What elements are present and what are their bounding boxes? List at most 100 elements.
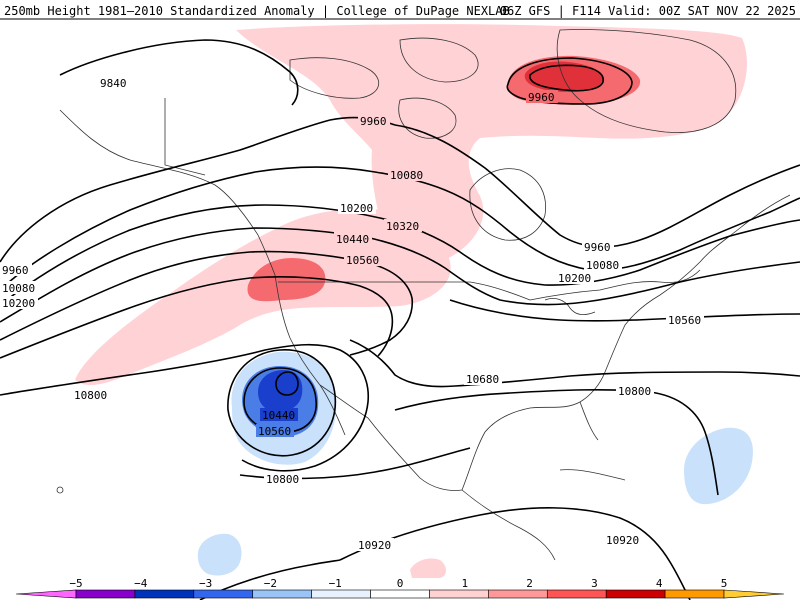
colorbar-swatch [488, 589, 548, 599]
label-10200-c: 10200 [2, 297, 35, 310]
alaska-coast [59, 109, 259, 236]
arctic-islands-1 [289, 57, 380, 99]
contour-labels: 9840 9960 9960 9960 9960 10080 10080 100… [0, 76, 704, 552]
label-9960-d: 9960 [2, 264, 29, 277]
label-10920-b: 10920 [606, 534, 639, 547]
colorbar-tick-label: 3 [591, 577, 598, 590]
anomaly-shading [75, 24, 753, 578]
contour-10320 [0, 227, 800, 323]
contour-low-outer [227, 349, 337, 457]
negative-anomaly-baja-core [258, 370, 303, 412]
us-canada-border [278, 269, 701, 301]
colorbar-swatch [664, 589, 725, 599]
canada-east-coast [699, 194, 791, 263]
label-10800-b: 10800 [618, 385, 651, 398]
colorbar-tick-label: −4 [134, 577, 148, 590]
contour-9840 [59, 39, 299, 106]
label-9840: 9840 [100, 77, 127, 90]
label-10680: 10680 [466, 373, 499, 386]
colorbar-swatch [429, 589, 489, 599]
colorbar-swatch [134, 589, 195, 599]
cuba [559, 469, 626, 481]
label-10080-a: 10080 [390, 169, 423, 182]
contour-10560-east [449, 299, 800, 322]
bc-coast [257, 234, 276, 276]
colorbar-tick-label: 4 [656, 577, 663, 590]
colorbar-swatch [370, 589, 430, 599]
colorbar-tick-label: −1 [329, 577, 342, 590]
baja-coast [319, 384, 346, 436]
gulf-coast [461, 371, 606, 491]
geography [56, 29, 791, 561]
label-9960-a: 9960 [360, 115, 387, 128]
contour-10200 [0, 204, 800, 306]
contour-10920-west [199, 559, 341, 600]
label-9960-b: 9960 [528, 91, 555, 104]
alaska-border [164, 98, 206, 176]
colorbar-swatches [15, 589, 785, 599]
colorbar-tick-label: 5 [721, 577, 728, 590]
arctic-islands-3 [398, 97, 457, 139]
hawaii [56, 486, 64, 494]
contour-9960-inner [529, 64, 605, 92]
label-10200-a: 10200 [340, 202, 373, 215]
us-west-coast [274, 274, 369, 419]
contour-10920 [339, 507, 691, 600]
colorbar-extend-low [15, 589, 77, 599]
colorbar-tick-label: −2 [264, 577, 277, 590]
colorbar-tick-label: −3 [199, 577, 212, 590]
colorbar-extend-high [723, 589, 785, 599]
central-america [461, 489, 556, 561]
us-east-coast [604, 261, 701, 373]
great-lakes [544, 298, 596, 316]
contour-low-inner [275, 371, 299, 396]
contour-10080 [0, 166, 800, 291]
model-run-info: 06Z GFS | F114 Valid: 00Z SAT NOV 22 202… [499, 4, 796, 18]
contour-9960-west [0, 116, 396, 263]
colorbar-tick-label: −5 [69, 577, 82, 590]
label-10560-a: 10560 [346, 254, 379, 267]
colorbar: −5 −4 −3 −2 −1 0 1 2 3 4 5 [15, 577, 785, 599]
contour-10560-upper [0, 276, 394, 359]
colorbar-swatch [605, 589, 666, 599]
label-10320: 10320 [386, 220, 419, 233]
colorbar-tick-label: 2 [526, 577, 533, 590]
colorbar-tick-label: 1 [461, 577, 468, 590]
label-10560-c: 10560 [258, 425, 291, 438]
colorbar-swatch [252, 589, 312, 599]
florida [579, 401, 599, 441]
colorbar-swatch [311, 589, 371, 599]
label-10080-b: 10080 [586, 259, 619, 272]
colorbar-tick-label: 0 [397, 577, 404, 590]
map-title: 250mb Height 1981–2010 Standardized Anom… [4, 4, 510, 18]
positive-anomaly-west-core [247, 258, 326, 302]
contour-10800-low [0, 343, 370, 472]
positive-anomaly-south [410, 558, 446, 578]
colorbar-swatch [193, 589, 254, 599]
label-10800-c: 10800 [266, 473, 299, 486]
contour-10800-east [394, 388, 719, 496]
label-10920-a: 10920 [358, 539, 391, 552]
label-10080-c: 10080 [2, 282, 35, 295]
label-10560-b: 10560 [668, 314, 701, 327]
colorbar-ticks: −5 −4 −3 −2 −1 0 1 2 3 4 5 [69, 577, 727, 590]
greenland [556, 29, 737, 133]
label-10440-a: 10440 [336, 233, 369, 246]
contour-10440 [0, 250, 414, 356]
hudson-bay [469, 168, 547, 241]
label-9960-c: 9960 [584, 241, 611, 254]
arctic-islands-2 [399, 37, 479, 83]
negative-anomaly-atlantic [684, 427, 753, 505]
positive-anomaly-arctic-core [524, 61, 603, 92]
mexico-west-coast [367, 417, 463, 491]
label-10800-a: 10800 [74, 389, 107, 402]
label-10200-b: 10200 [558, 272, 591, 285]
contour-10680 [349, 339, 800, 388]
contour-9960-closed [506, 57, 633, 105]
colorbar-swatch [546, 589, 607, 599]
label-10440-b: 10440 [262, 409, 295, 422]
colorbar-swatch [75, 589, 136, 599]
negative-anomaly-pacific-south [197, 533, 242, 576]
